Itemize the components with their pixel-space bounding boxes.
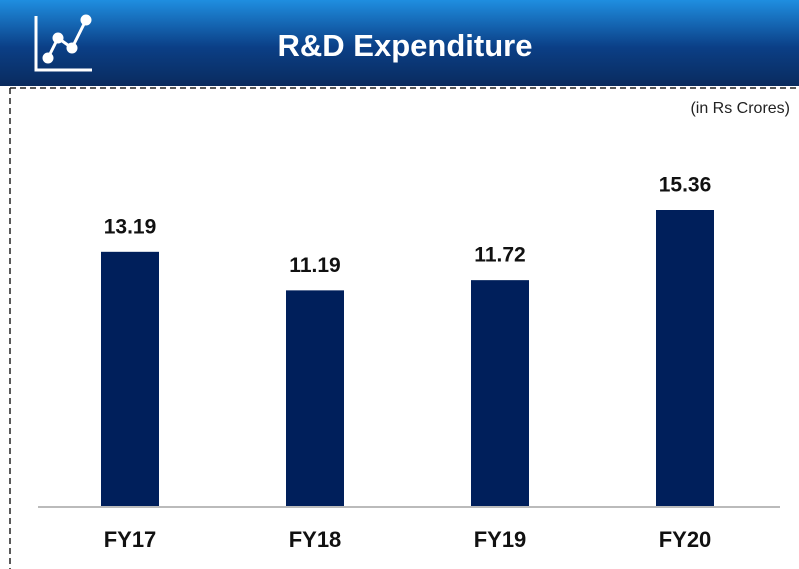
data-label: 11.72: [474, 244, 525, 267]
data-label: 15.36: [659, 174, 712, 197]
x-tick-label: FY20: [659, 527, 712, 552]
data-label: 13.19: [104, 215, 157, 238]
bar: [286, 290, 344, 506]
header-band: [0, 0, 799, 86]
subtitle: (in Rs Crores): [690, 100, 790, 117]
x-tick-label: FY19: [474, 527, 527, 552]
chart-icon: [34, 14, 92, 72]
bar: [101, 251, 159, 506]
chart-title: R&D Expenditure: [278, 28, 533, 63]
bar: [471, 280, 529, 506]
x-tick-label: FY18: [289, 527, 342, 552]
bar: [656, 210, 714, 506]
x-tick-label: FY17: [104, 527, 157, 552]
data-label: 11.19: [289, 254, 340, 277]
